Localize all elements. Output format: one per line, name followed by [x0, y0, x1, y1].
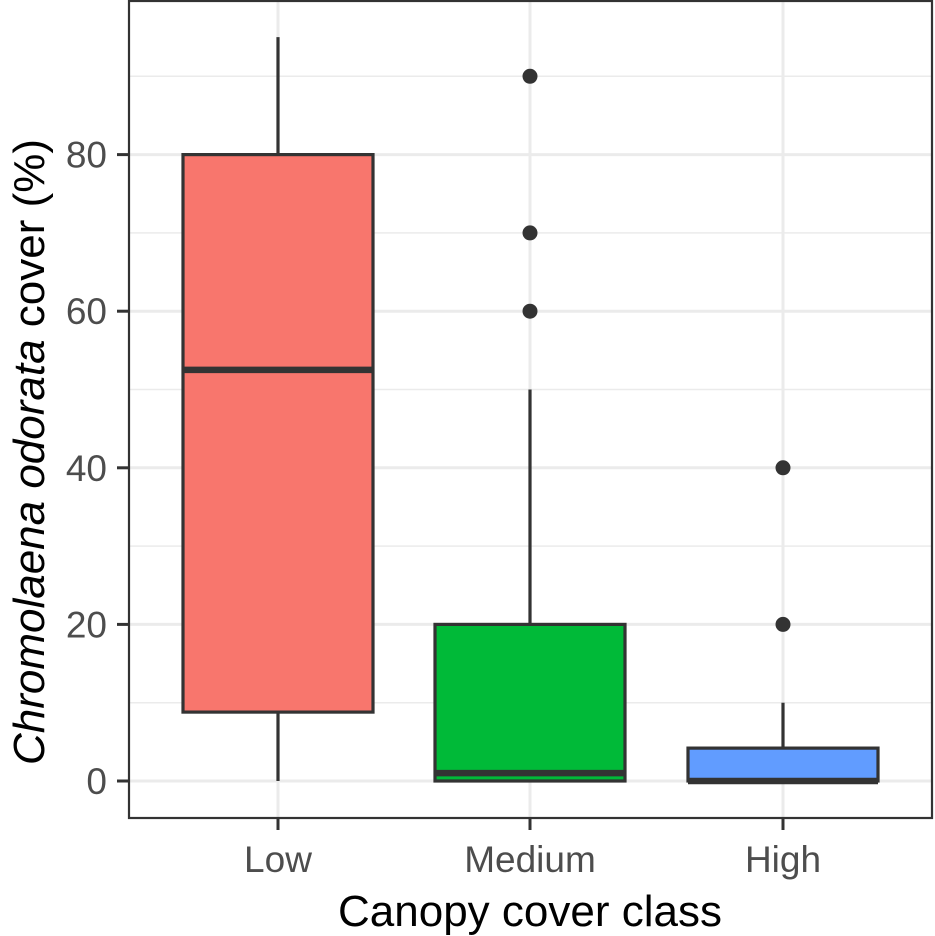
y-tick-label: 20	[66, 604, 107, 645]
x-tick-label-medium: Medium	[464, 839, 596, 880]
y-tick-label: 40	[66, 448, 107, 489]
outlier-point	[522, 225, 538, 241]
iqr-box	[181, 153, 375, 714]
outlier-point	[522, 68, 538, 84]
x-axis-title: Canopy cover class	[338, 887, 722, 936]
x-tick-label-high: High	[745, 839, 821, 880]
box-medium	[433, 68, 627, 783]
y-axis-title-species: Chromolaena odorata	[5, 339, 54, 765]
x-axis: Low Medium High	[244, 818, 821, 880]
box-low	[181, 37, 375, 781]
iqr-box	[686, 746, 880, 783]
iqr-box	[433, 622, 627, 783]
y-tick-label: 60	[66, 291, 107, 332]
outlier-point	[775, 616, 791, 632]
y-tick-label: 0	[86, 761, 107, 802]
box-high	[686, 460, 880, 785]
x-tick-label-low: Low	[244, 839, 312, 880]
y-tick-label: 80	[66, 135, 107, 176]
y-axis-title: Chromolaena odorata cover (%)	[5, 139, 54, 765]
outlier-point	[775, 460, 791, 476]
y-axis: 0 20 40 60 80	[66, 135, 129, 802]
outlier-point	[522, 303, 538, 319]
box-series	[181, 37, 880, 785]
y-axis-title-unit: cover (%)	[5, 139, 54, 339]
